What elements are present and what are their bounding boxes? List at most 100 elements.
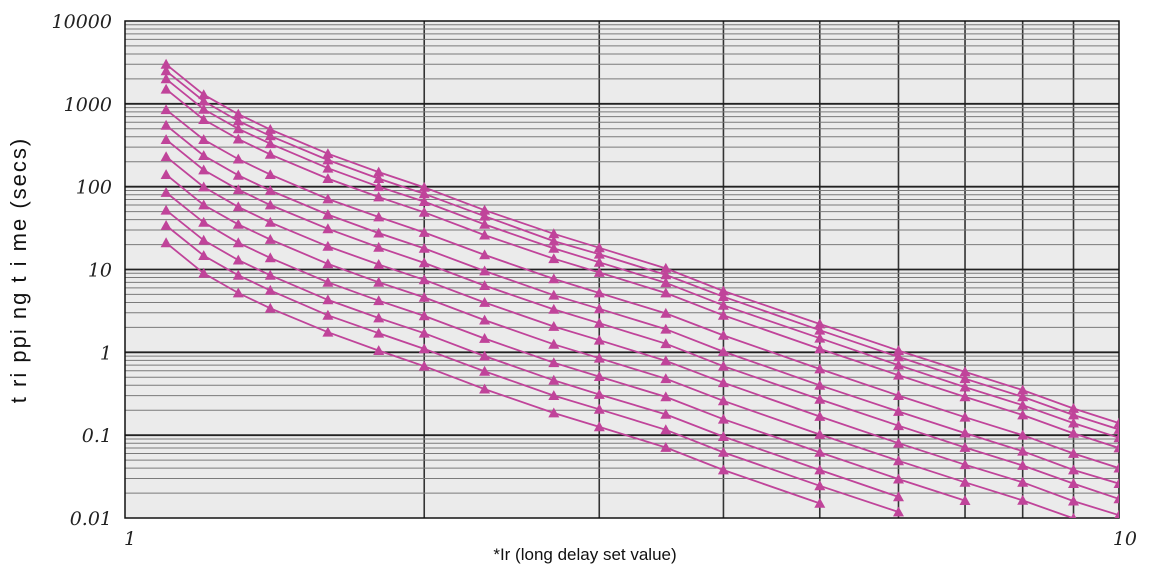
data-point — [814, 464, 826, 475]
data-point — [548, 338, 560, 349]
data-point — [418, 242, 430, 253]
data-point — [548, 321, 560, 331]
data-point — [814, 411, 826, 421]
data-point — [232, 184, 244, 195]
data-point — [322, 294, 334, 305]
data-point — [1068, 403, 1079, 413]
series-5 — [160, 104, 1119, 473]
data-point — [198, 216, 210, 227]
series-line — [165, 224, 899, 513]
data-point — [198, 199, 210, 210]
data-point — [160, 65, 172, 76]
data-point — [959, 366, 971, 377]
y-tick-label: 100 — [76, 177, 112, 199]
data-point — [1017, 391, 1029, 402]
data-point — [959, 391, 971, 402]
data-point — [717, 431, 729, 441]
data-point — [593, 389, 605, 399]
series-1 — [160, 58, 1119, 428]
data-point — [160, 151, 172, 162]
data-point — [373, 259, 385, 269]
data-point — [593, 267, 605, 277]
series-8 — [160, 151, 1119, 518]
data-point — [814, 497, 826, 508]
data-point — [479, 297, 491, 307]
data-point — [717, 285, 729, 296]
series-group — [160, 58, 1119, 518]
data-point — [593, 287, 605, 298]
data-point — [959, 381, 971, 392]
data-point — [418, 181, 430, 192]
x-tick-label: 10 — [1113, 528, 1137, 550]
data-point — [264, 148, 276, 159]
data-point — [418, 291, 430, 302]
data-point — [479, 333, 491, 343]
data-point — [479, 350, 491, 361]
series-10 — [160, 187, 971, 505]
data-point — [373, 173, 385, 183]
data-point — [548, 390, 560, 400]
data-point — [322, 148, 334, 159]
data-point — [232, 115, 244, 126]
data-point — [717, 464, 729, 475]
data-point — [198, 267, 210, 278]
data-point — [232, 287, 244, 298]
data-point — [198, 150, 210, 160]
data-point — [264, 169, 276, 179]
data-point — [160, 119, 172, 130]
data-point — [717, 446, 729, 457]
data-point — [232, 269, 244, 280]
data-point — [1113, 493, 1119, 504]
data-point — [418, 196, 430, 206]
data-point — [593, 352, 605, 363]
y-tick-label: 0.01 — [70, 508, 112, 530]
series-12 — [160, 220, 904, 517]
data-point — [593, 256, 605, 267]
data-point — [593, 421, 605, 432]
data-point — [479, 265, 491, 276]
data-point — [160, 187, 172, 197]
data-point — [717, 346, 729, 356]
data-point — [1113, 424, 1119, 434]
data-point — [893, 473, 904, 484]
data-point — [322, 326, 334, 337]
data-point — [893, 455, 904, 466]
data-point — [717, 309, 729, 320]
y-axis-title: t ri ppi ng t i me (secs) — [6, 137, 31, 403]
data-point — [1068, 427, 1079, 438]
data-point — [373, 276, 385, 287]
data-point — [959, 427, 971, 438]
data-point — [814, 318, 826, 329]
series-line — [165, 108, 1119, 469]
data-point — [232, 123, 244, 134]
data-point — [479, 210, 491, 221]
data-point — [1113, 417, 1119, 428]
data-point — [373, 166, 385, 177]
data-point — [1017, 384, 1029, 395]
data-point — [1113, 478, 1119, 488]
data-point — [322, 223, 334, 234]
data-point — [959, 476, 971, 487]
data-point — [232, 237, 244, 248]
series-7 — [160, 134, 1119, 504]
data-point — [232, 133, 244, 144]
series-line — [165, 78, 1119, 439]
data-point — [479, 204, 491, 215]
data-point — [198, 234, 210, 245]
series-11 — [160, 204, 904, 502]
series-line — [165, 138, 1119, 500]
data-point — [198, 89, 210, 100]
data-point — [198, 114, 210, 124]
data-point — [593, 248, 605, 259]
series-line — [165, 88, 1119, 449]
data-point — [548, 228, 560, 239]
data-point — [593, 303, 605, 314]
data-point — [418, 343, 430, 354]
data-point — [893, 420, 904, 431]
data-point — [373, 327, 385, 338]
data-point — [717, 377, 729, 388]
data-point — [959, 459, 971, 470]
data-point — [479, 365, 491, 376]
data-point — [264, 216, 276, 227]
data-point — [660, 277, 672, 288]
